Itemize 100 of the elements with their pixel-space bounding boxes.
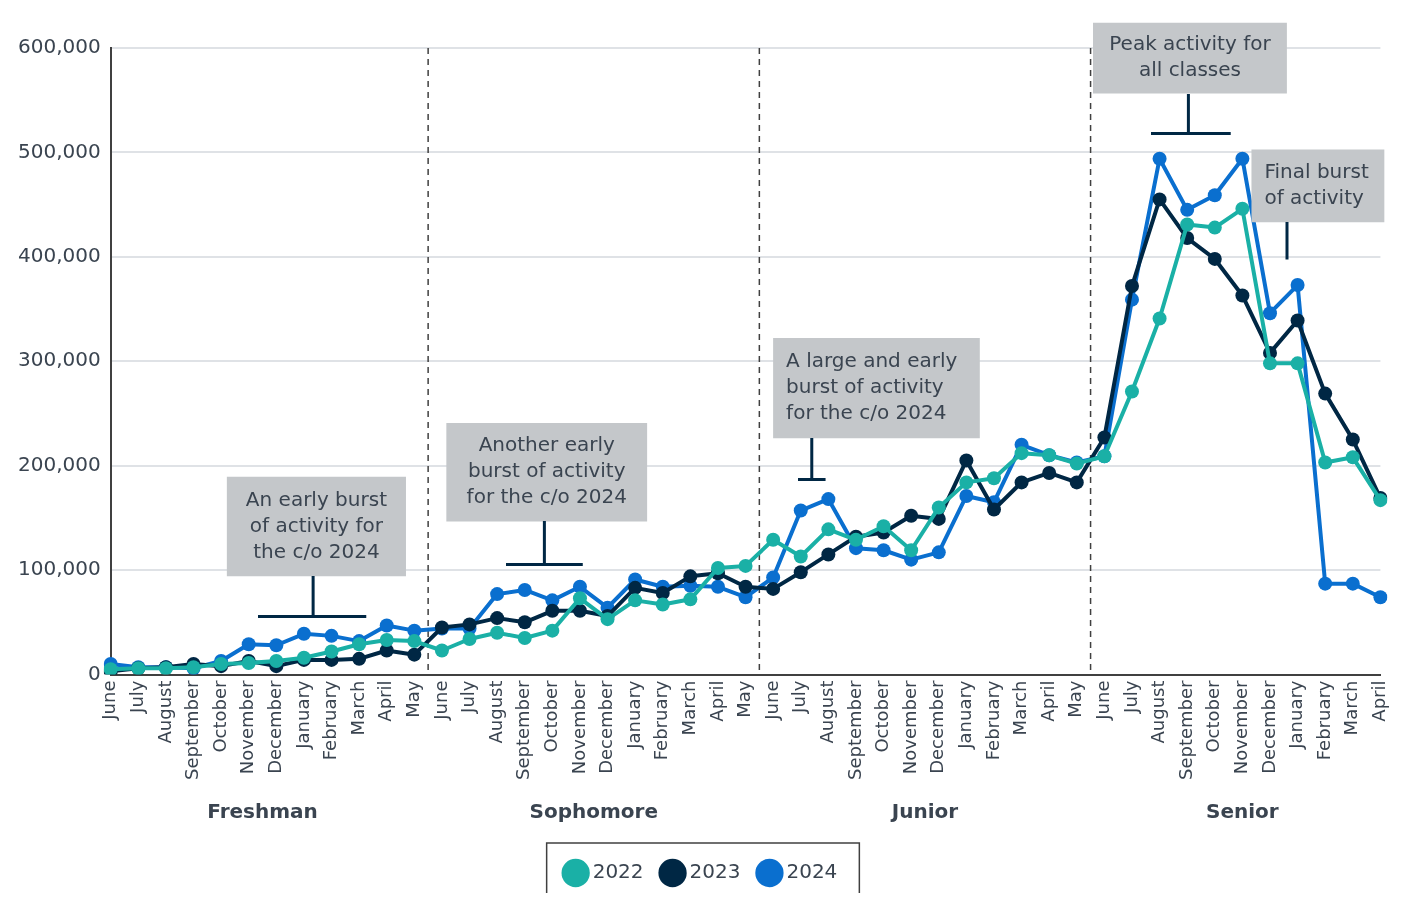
point	[269, 653, 284, 668]
point	[821, 547, 836, 562]
point	[738, 558, 753, 573]
x-tick-label: March	[1009, 680, 1031, 736]
point	[904, 543, 919, 558]
point	[931, 500, 946, 515]
x-tick-label: October	[871, 679, 893, 753]
point	[766, 570, 781, 585]
point	[1207, 188, 1222, 203]
point	[710, 561, 725, 575]
x-tick-label: July	[788, 680, 810, 714]
y-tick-label: 100,000	[17, 556, 101, 581]
point	[1207, 220, 1222, 235]
point	[793, 503, 808, 518]
point	[1345, 450, 1360, 465]
x-tick-label: February	[650, 680, 672, 761]
point	[766, 581, 781, 596]
x-tick-label: April	[705, 680, 727, 722]
y-tick-label: 200,000	[17, 451, 101, 476]
point	[434, 643, 449, 658]
x-tick-label: February	[1312, 680, 1334, 761]
point	[1290, 313, 1305, 328]
x-tick-label: November	[236, 679, 258, 775]
x-tick-label: October	[540, 679, 562, 753]
point	[379, 618, 394, 633]
point	[407, 634, 422, 649]
point	[683, 569, 698, 584]
point	[904, 508, 919, 523]
x-tick-label: January	[1285, 680, 1307, 750]
x-tick-label: September	[512, 679, 534, 781]
point	[379, 633, 394, 648]
point	[324, 644, 339, 659]
x-tick-label: March	[1340, 680, 1362, 736]
point	[1373, 590, 1388, 605]
x-tick-label: July	[1119, 680, 1141, 714]
x-tick-label: August	[484, 680, 506, 744]
text: Freshman	[207, 799, 318, 824]
x-tick-label: May	[402, 680, 423, 718]
annotation: Final burst of activity	[1264, 159, 1369, 210]
point	[1152, 151, 1167, 166]
point	[959, 453, 974, 468]
point	[1318, 576, 1333, 591]
point	[517, 615, 532, 630]
x-tick-label: August	[153, 680, 175, 744]
point	[1124, 279, 1139, 294]
point	[821, 492, 836, 507]
point	[490, 611, 505, 626]
point	[1345, 576, 1360, 591]
point	[683, 592, 698, 607]
point	[1318, 386, 1333, 401]
point	[655, 597, 670, 612]
point	[1152, 311, 1167, 326]
point	[462, 617, 477, 632]
point	[1235, 288, 1250, 303]
point	[1152, 192, 1167, 207]
text: Sophomore	[529, 799, 658, 824]
x-tick-label: September	[843, 679, 865, 781]
point	[1014, 475, 1029, 490]
point	[1097, 430, 1112, 445]
x-tick-label: July	[457, 680, 479, 714]
point	[1290, 356, 1305, 371]
point	[1069, 475, 1084, 490]
x-tick-label: January	[622, 680, 644, 750]
annotation: A large and early burst of activity for the c/o 2024	[786, 348, 958, 425]
point	[269, 638, 284, 653]
point	[490, 587, 505, 602]
x-tick-label: January	[954, 680, 976, 750]
point	[572, 603, 587, 618]
annotation: Peak activity for all classes	[1109, 31, 1272, 82]
x-tick-label: May	[1064, 680, 1086, 718]
point	[572, 591, 587, 606]
point	[1180, 202, 1195, 217]
point	[1235, 151, 1250, 166]
x-tick-label: October	[1202, 679, 1224, 753]
point	[628, 580, 643, 595]
x-tick-label: September	[1174, 679, 1196, 781]
x-tick-label: December	[595, 679, 617, 774]
point	[959, 475, 974, 490]
point	[986, 471, 1001, 486]
y-tick-label: 500,000	[17, 138, 101, 163]
x-tick-label: May	[733, 680, 755, 718]
point	[738, 579, 753, 594]
x-tick-label: June	[98, 680, 120, 721]
point	[545, 623, 560, 638]
point	[793, 565, 808, 580]
text: Senior	[1206, 799, 1279, 824]
point	[1290, 278, 1305, 293]
x-tick-label: March	[346, 680, 368, 736]
x-tick-label: June	[429, 680, 451, 721]
x-tick-label: December	[1257, 679, 1279, 774]
legend-label: 2023	[689, 859, 741, 884]
point	[959, 488, 974, 503]
point	[296, 626, 311, 641]
point	[1014, 446, 1029, 461]
point	[324, 628, 339, 643]
point	[821, 522, 836, 537]
point	[1262, 306, 1277, 321]
x-tick-label: January	[291, 680, 313, 750]
point	[1124, 384, 1139, 399]
x-tick-label: February	[319, 680, 341, 761]
